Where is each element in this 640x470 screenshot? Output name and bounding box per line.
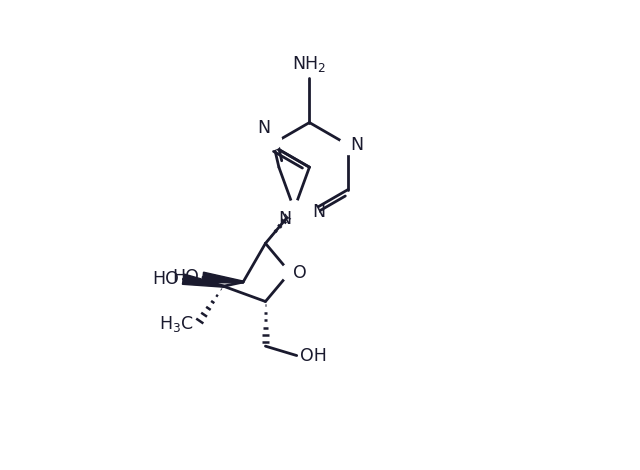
Text: N: N	[278, 210, 292, 228]
Polygon shape	[202, 272, 243, 283]
Text: O: O	[293, 264, 307, 282]
Text: N: N	[257, 119, 270, 137]
Text: OH: OH	[300, 346, 327, 365]
Text: HO: HO	[172, 268, 199, 286]
Text: NH$_2$: NH$_2$	[292, 54, 326, 74]
Text: N: N	[351, 136, 364, 154]
Polygon shape	[182, 274, 223, 287]
Text: HO: HO	[153, 270, 180, 288]
Text: H$_3$C: H$_3$C	[159, 314, 194, 334]
Text: N: N	[312, 203, 325, 221]
